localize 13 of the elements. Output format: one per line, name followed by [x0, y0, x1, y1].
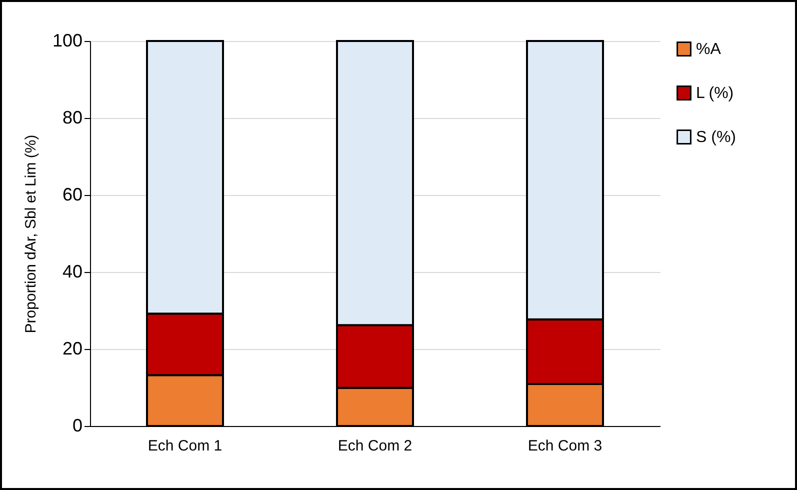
y-axis-title: Proportion dAr, Sbl et Lim (%)	[22, 134, 40, 334]
x-tick-label: Ech Com 1	[148, 438, 222, 454]
legend-label: S (%)	[696, 129, 736, 146]
y-tick-label: 80	[62, 108, 82, 128]
y-tick-label: 60	[62, 184, 82, 204]
y-tick-label: 100	[52, 30, 82, 50]
y-tick-label: 0	[72, 416, 82, 436]
x-tick-label: Ech Com 3	[528, 438, 602, 454]
x-tick-label: Ech Com 2	[338, 438, 412, 454]
y-tick-label: 20	[62, 338, 82, 358]
y-tick-label: 40	[62, 262, 82, 282]
legend-label: L (%)	[696, 85, 734, 102]
legend-label: %A	[696, 41, 722, 58]
